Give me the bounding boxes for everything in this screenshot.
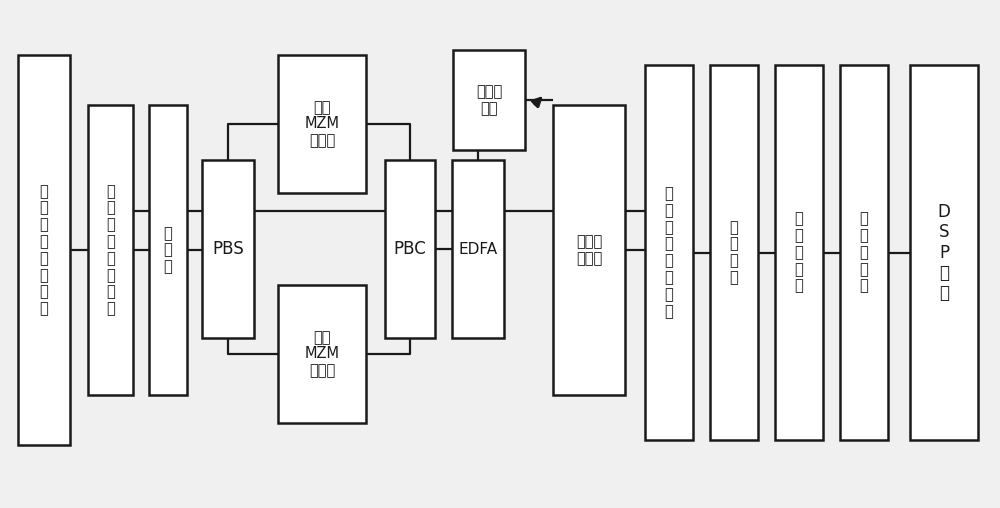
Text: PBC: PBC bbox=[394, 240, 426, 258]
Bar bbox=[88, 105, 133, 395]
Text: 第一
MZM
调制器: 第一 MZM 调制器 bbox=[304, 330, 340, 378]
Text: 模
数
转
换
器: 模 数 转 换 器 bbox=[860, 211, 868, 294]
Bar bbox=[710, 65, 758, 440]
Bar bbox=[840, 65, 888, 440]
Text: PBS: PBS bbox=[212, 240, 244, 258]
Bar bbox=[453, 50, 525, 150]
Text: EDFA: EDFA bbox=[458, 241, 498, 257]
Bar bbox=[553, 105, 625, 395]
Bar bbox=[278, 55, 366, 193]
Text: 第
二
阵
列
波
导
光
栅: 第 二 阵 列 波 导 光 栅 bbox=[665, 186, 673, 319]
Bar bbox=[775, 65, 823, 440]
Bar bbox=[910, 65, 978, 440]
Bar bbox=[645, 65, 693, 440]
Bar bbox=[18, 55, 70, 445]
Text: 第二
MZM
调制器: 第二 MZM 调制器 bbox=[304, 100, 340, 148]
Bar bbox=[452, 160, 504, 338]
Text: D
S
P
芯
片: D S P 芯 片 bbox=[938, 203, 950, 302]
Text: 空间解
复用器: 空间解 复用器 bbox=[576, 234, 602, 266]
Bar bbox=[202, 160, 254, 338]
Text: 空间复
用器: 空间复 用器 bbox=[476, 84, 502, 116]
Bar bbox=[385, 160, 435, 338]
Text: 第
一
阵
列
波
导
光
栅: 第 一 阵 列 波 导 光 栅 bbox=[106, 184, 115, 316]
Text: 平
衡
探
测
器: 平 衡 探 测 器 bbox=[795, 211, 803, 294]
Bar bbox=[278, 285, 366, 423]
Text: 光
混
频
器: 光 混 频 器 bbox=[730, 220, 738, 285]
Text: 耦
合
器: 耦 合 器 bbox=[164, 226, 172, 274]
Text: 多
波
长
激
光
器
阵
列: 多 波 长 激 光 器 阵 列 bbox=[40, 184, 48, 316]
Bar bbox=[149, 105, 187, 395]
